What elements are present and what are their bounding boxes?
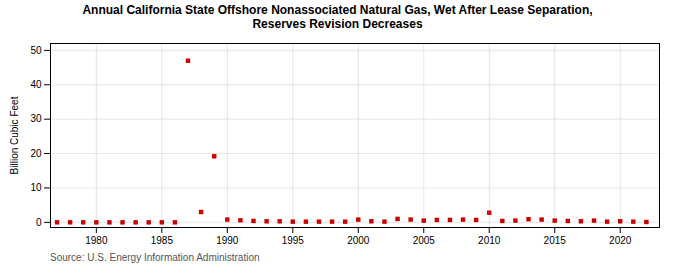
svg-text:10: 10 bbox=[30, 182, 42, 193]
svg-text:20: 20 bbox=[30, 148, 42, 159]
svg-text:Billion Cubic Feet: Billion Cubic Feet bbox=[9, 96, 20, 174]
svg-text:0: 0 bbox=[36, 216, 42, 227]
svg-text:40: 40 bbox=[30, 79, 42, 90]
svg-text:2005: 2005 bbox=[413, 234, 436, 245]
svg-text:2000: 2000 bbox=[347, 234, 370, 245]
svg-text:2015: 2015 bbox=[544, 234, 567, 245]
svg-text:50: 50 bbox=[30, 44, 42, 55]
html-text:Annual California State Offsho: Annual California State Offshore Nonasso… bbox=[82, 3, 593, 32]
html-text:Source: U.S. Energy Informatio: Source: U.S. Energy Information Administ… bbox=[50, 251, 260, 263]
svg-text:1990: 1990 bbox=[216, 234, 239, 245]
svg-text:1995: 1995 bbox=[282, 234, 305, 245]
svg-text:1980: 1980 bbox=[85, 234, 108, 245]
svg-text:2020: 2020 bbox=[609, 234, 632, 245]
svg-text:30: 30 bbox=[30, 113, 42, 124]
svg-text:1985: 1985 bbox=[151, 234, 174, 245]
svg-text:2010: 2010 bbox=[478, 234, 501, 245]
